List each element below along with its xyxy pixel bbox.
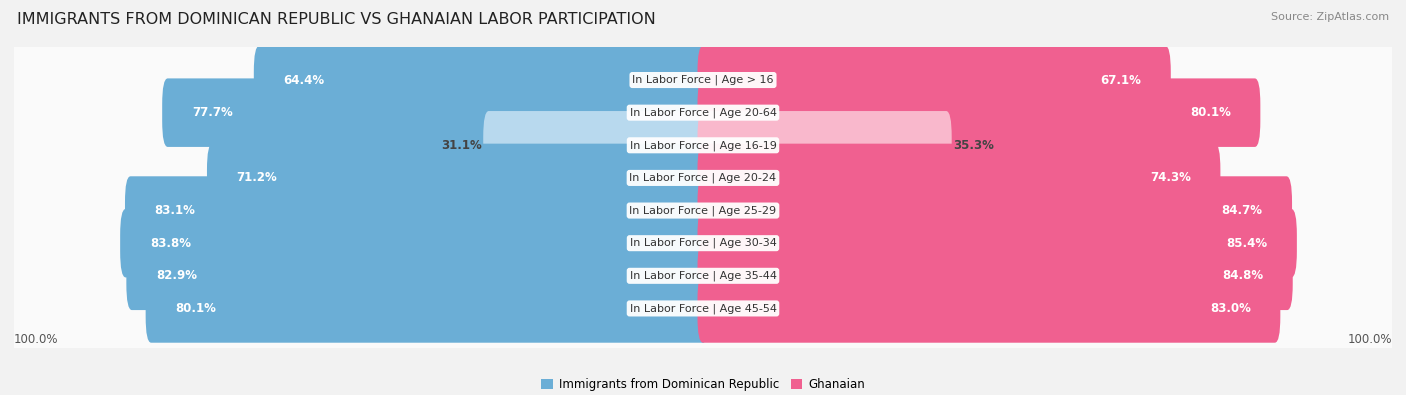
- Text: In Labor Force | Age > 16: In Labor Force | Age > 16: [633, 75, 773, 85]
- Legend: Immigrants from Dominican Republic, Ghanaian: Immigrants from Dominican Republic, Ghan…: [536, 373, 870, 395]
- Text: 71.2%: 71.2%: [236, 171, 277, 184]
- FancyBboxPatch shape: [7, 215, 1399, 337]
- Text: In Labor Force | Age 16-19: In Labor Force | Age 16-19: [630, 140, 776, 150]
- FancyBboxPatch shape: [7, 182, 1399, 304]
- Text: In Labor Force | Age 20-64: In Labor Force | Age 20-64: [630, 107, 776, 118]
- FancyBboxPatch shape: [1, 40, 1405, 185]
- FancyBboxPatch shape: [1, 236, 1405, 381]
- Text: 83.0%: 83.0%: [1209, 302, 1251, 315]
- FancyBboxPatch shape: [1, 138, 1405, 283]
- FancyBboxPatch shape: [254, 46, 709, 114]
- Text: 74.3%: 74.3%: [1150, 171, 1191, 184]
- FancyBboxPatch shape: [697, 46, 1171, 114]
- FancyBboxPatch shape: [697, 274, 1281, 343]
- FancyBboxPatch shape: [697, 242, 1292, 310]
- Text: 80.1%: 80.1%: [1189, 106, 1230, 119]
- FancyBboxPatch shape: [125, 176, 709, 245]
- FancyBboxPatch shape: [7, 19, 1399, 141]
- FancyBboxPatch shape: [146, 274, 709, 343]
- FancyBboxPatch shape: [120, 209, 709, 277]
- Text: In Labor Force | Age 25-29: In Labor Force | Age 25-29: [630, 205, 776, 216]
- Text: 83.8%: 83.8%: [150, 237, 191, 250]
- Text: Source: ZipAtlas.com: Source: ZipAtlas.com: [1271, 12, 1389, 22]
- Text: 83.1%: 83.1%: [155, 204, 195, 217]
- FancyBboxPatch shape: [697, 176, 1292, 245]
- FancyBboxPatch shape: [484, 111, 709, 180]
- Text: 64.4%: 64.4%: [284, 73, 325, 87]
- FancyBboxPatch shape: [7, 52, 1399, 173]
- Text: In Labor Force | Age 35-44: In Labor Force | Age 35-44: [630, 271, 776, 281]
- Text: In Labor Force | Age 30-34: In Labor Force | Age 30-34: [630, 238, 776, 248]
- Text: In Labor Force | Age 45-54: In Labor Force | Age 45-54: [630, 303, 776, 314]
- Text: IMMIGRANTS FROM DOMINICAN REPUBLIC VS GHANAIAN LABOR PARTICIPATION: IMMIGRANTS FROM DOMINICAN REPUBLIC VS GH…: [17, 12, 655, 27]
- FancyBboxPatch shape: [1, 105, 1405, 250]
- FancyBboxPatch shape: [1, 73, 1405, 218]
- Text: 84.8%: 84.8%: [1222, 269, 1263, 282]
- FancyBboxPatch shape: [1, 8, 1405, 152]
- FancyBboxPatch shape: [697, 144, 1220, 212]
- Text: 85.4%: 85.4%: [1226, 237, 1267, 250]
- FancyBboxPatch shape: [7, 117, 1399, 239]
- Text: 77.7%: 77.7%: [191, 106, 232, 119]
- Text: 35.3%: 35.3%: [953, 139, 994, 152]
- Text: 31.1%: 31.1%: [441, 139, 482, 152]
- FancyBboxPatch shape: [162, 78, 709, 147]
- FancyBboxPatch shape: [1, 203, 1405, 348]
- Text: 82.9%: 82.9%: [156, 269, 197, 282]
- Text: 84.7%: 84.7%: [1222, 204, 1263, 217]
- Text: 100.0%: 100.0%: [14, 333, 59, 346]
- FancyBboxPatch shape: [207, 144, 709, 212]
- FancyBboxPatch shape: [1, 171, 1405, 316]
- FancyBboxPatch shape: [127, 242, 709, 310]
- Text: In Labor Force | Age 20-24: In Labor Force | Age 20-24: [630, 173, 776, 183]
- FancyBboxPatch shape: [7, 85, 1399, 206]
- FancyBboxPatch shape: [697, 209, 1296, 277]
- Text: 80.1%: 80.1%: [176, 302, 217, 315]
- FancyBboxPatch shape: [697, 111, 952, 180]
- Text: 67.1%: 67.1%: [1101, 73, 1142, 87]
- FancyBboxPatch shape: [7, 150, 1399, 271]
- FancyBboxPatch shape: [7, 248, 1399, 369]
- Text: 100.0%: 100.0%: [1347, 333, 1392, 346]
- FancyBboxPatch shape: [697, 78, 1260, 147]
